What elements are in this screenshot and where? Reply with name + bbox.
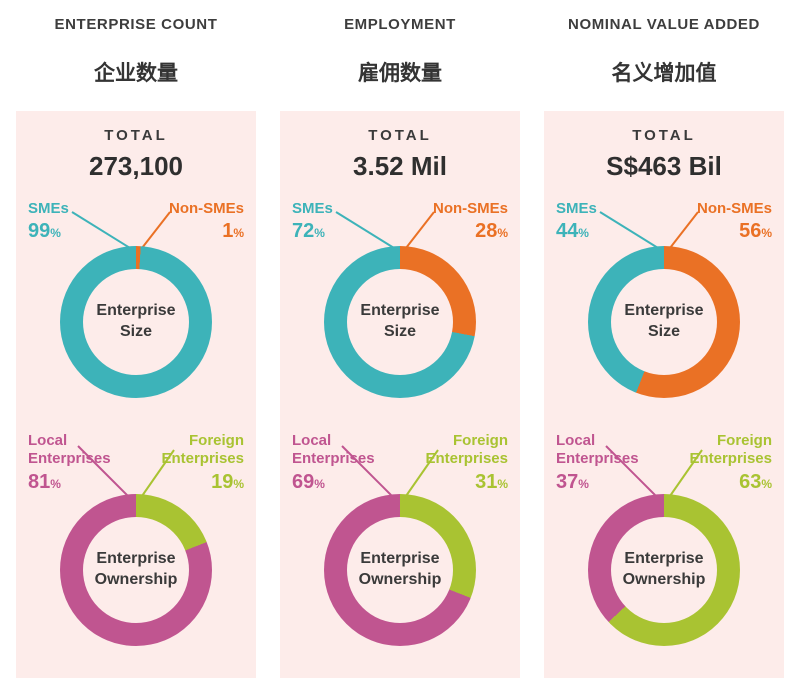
donut-hole: Enterprise Size — [611, 269, 717, 375]
column-employment: EMPLOYMENT 雇佣数量 TOTAL 3.52 Mil SMEs 72% … — [280, 14, 520, 678]
panel-enterprise-count: TOTAL 273,100 SMEs 99% Non-SMEs 1% Ent — [16, 111, 256, 678]
panel-nominal-value-added: TOTAL S$463 Bil SMEs 44% Non-SMEs 56% — [544, 111, 784, 678]
column-nominal-value-added: NOMINAL VALUE ADDED 名义增加值 TOTAL S$463 Bi… — [544, 14, 784, 678]
panel-employment: TOTAL 3.52 Mil SMEs 72% Non-SMEs 28% E — [280, 111, 520, 678]
donut-center-label: Enterprise Ownership — [358, 550, 442, 588]
leader-line-non-smes — [405, 211, 435, 249]
column-title-zh: 雇佣数量 — [358, 60, 442, 85]
total-label: TOTAL — [104, 127, 168, 144]
enterprise-ownership-chart: Local Enterprises 69% Foreign Enterprise… — [292, 432, 508, 648]
segment-label-smes: SMEs 99% — [28, 200, 69, 243]
segment-label-smes: SMEs 72% — [292, 200, 333, 243]
enterprise-size-donut: Enterprise Size — [60, 246, 212, 398]
leader-line-smes — [71, 211, 131, 249]
donut-hole: Enterprise Size — [83, 269, 189, 375]
total-value: 3.52 Mil — [353, 151, 447, 181]
segment-label-non-smes: Non-SMEs 56% — [697, 200, 772, 243]
segment-label-non-smes: Non-SMEs 28% — [433, 200, 508, 243]
column-enterprise-count: ENTERPRISE COUNT 企业数量 TOTAL 273,100 SMEs… — [16, 14, 256, 678]
segment-label-foreign: Foreign Enterprises 19% — [161, 432, 244, 493]
donut-hole: Enterprise Ownership — [347, 517, 453, 623]
column-title-en: NOMINAL VALUE ADDED — [568, 16, 760, 33]
enterprise-ownership-donut: Enterprise Ownership — [588, 494, 740, 646]
enterprise-ownership-donut: Enterprise Ownership — [60, 494, 212, 646]
donut-center-label: Enterprise Size — [360, 302, 440, 340]
donut-hole: Enterprise Ownership — [611, 517, 717, 623]
donut-center-label: Enterprise Ownership — [622, 550, 706, 588]
segment-label-local: Local Enterprises 37% — [556, 432, 639, 493]
donut-center-label: Enterprise Size — [96, 302, 176, 340]
column-title-zh: 名义增加值 — [611, 60, 717, 85]
segment-label-local: Local Enterprises 81% — [28, 432, 111, 493]
enterprise-size-donut: Enterprise Size — [588, 246, 740, 398]
donut-center-label: Enterprise Ownership — [94, 550, 178, 588]
column-title-zh: 企业数量 — [94, 60, 178, 85]
leader-line-non-smes — [669, 211, 699, 249]
segment-label-foreign: Foreign Enterprises 31% — [425, 432, 508, 493]
segment-label-non-smes: Non-SMEs 1% — [169, 200, 244, 243]
donut-hole: Enterprise Size — [347, 269, 453, 375]
enterprise-ownership-donut: Enterprise Ownership — [324, 494, 476, 646]
segment-label-local: Local Enterprises 69% — [292, 432, 375, 493]
segment-label-foreign: Foreign Enterprises 63% — [689, 432, 772, 493]
leader-line-non-smes — [141, 211, 171, 249]
total-label: TOTAL — [632, 127, 696, 144]
enterprise-size-donut: Enterprise Size — [324, 246, 476, 398]
total-value: 273,100 — [89, 151, 183, 181]
total-value: S$463 Bil — [606, 151, 722, 181]
segment-label-smes: SMEs 44% — [556, 200, 597, 243]
enterprise-size-chart: SMEs 44% Non-SMEs 56% Enterprise Size — [556, 200, 772, 398]
leader-line-smes — [599, 211, 659, 249]
leader-line-smes — [335, 211, 395, 249]
total-label: TOTAL — [368, 127, 432, 144]
enterprise-ownership-chart: Local Enterprises 81% Foreign Enterprise… — [28, 432, 244, 648]
enterprise-ownership-chart: Local Enterprises 37% Foreign Enterprise… — [556, 432, 772, 648]
column-title-en: ENTERPRISE COUNT — [54, 16, 218, 33]
enterprise-size-chart: SMEs 99% Non-SMEs 1% Enterprise Size — [28, 200, 244, 398]
donut-center-label: Enterprise Size — [624, 302, 704, 340]
column-title-en: EMPLOYMENT — [344, 16, 456, 33]
donut-hole: Enterprise Ownership — [83, 517, 189, 623]
enterprise-size-chart: SMEs 72% Non-SMEs 28% Enterprise Size — [292, 200, 508, 398]
